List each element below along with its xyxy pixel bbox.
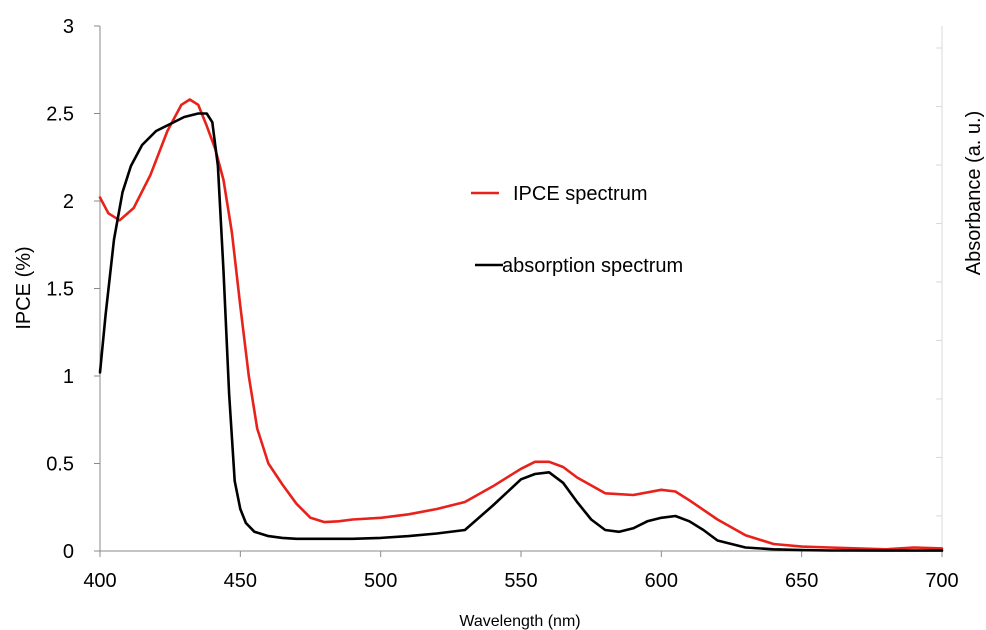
legend: IPCE spectrum absorption spectrum <box>471 183 683 277</box>
legend-label: absorption spectrum <box>502 255 683 277</box>
x-tick-label: 600 <box>645 570 678 592</box>
secondary-y-axis-title: Absorbance (a. u.) <box>963 111 985 276</box>
x-tick-label: 400 <box>83 570 116 592</box>
y-tick-label: 0 <box>63 541 74 563</box>
legend-label: IPCE spectrum <box>513 183 647 205</box>
y-tick-label: 2.5 <box>46 104 74 126</box>
y-tick-label: 1 <box>63 366 74 388</box>
x-tick-label: 550 <box>504 570 537 592</box>
y-tick-label: 1.5 <box>46 279 74 301</box>
x-tick-label: 700 <box>925 570 958 592</box>
axes: 0 0.5 1 1.5 2 2.5 3 400 450 500 550 600 650 700 <box>46 16 959 592</box>
y-axis-title: IPCE (%) <box>13 246 35 329</box>
series-line-ipce <box>98 98 944 551</box>
x-axis-title: Wavelength (nm) <box>459 613 580 630</box>
x-tick-label: 650 <box>785 570 818 592</box>
series-layer <box>98 98 944 552</box>
y-tick-label: 0.5 <box>46 454 74 476</box>
series-line-absorption <box>98 112 944 552</box>
x-tick-label: 450 <box>224 570 257 592</box>
y-tick-label: 3 <box>63 16 74 38</box>
y-tick-label: 2 <box>63 191 74 213</box>
x-tick-label: 500 <box>364 570 397 592</box>
